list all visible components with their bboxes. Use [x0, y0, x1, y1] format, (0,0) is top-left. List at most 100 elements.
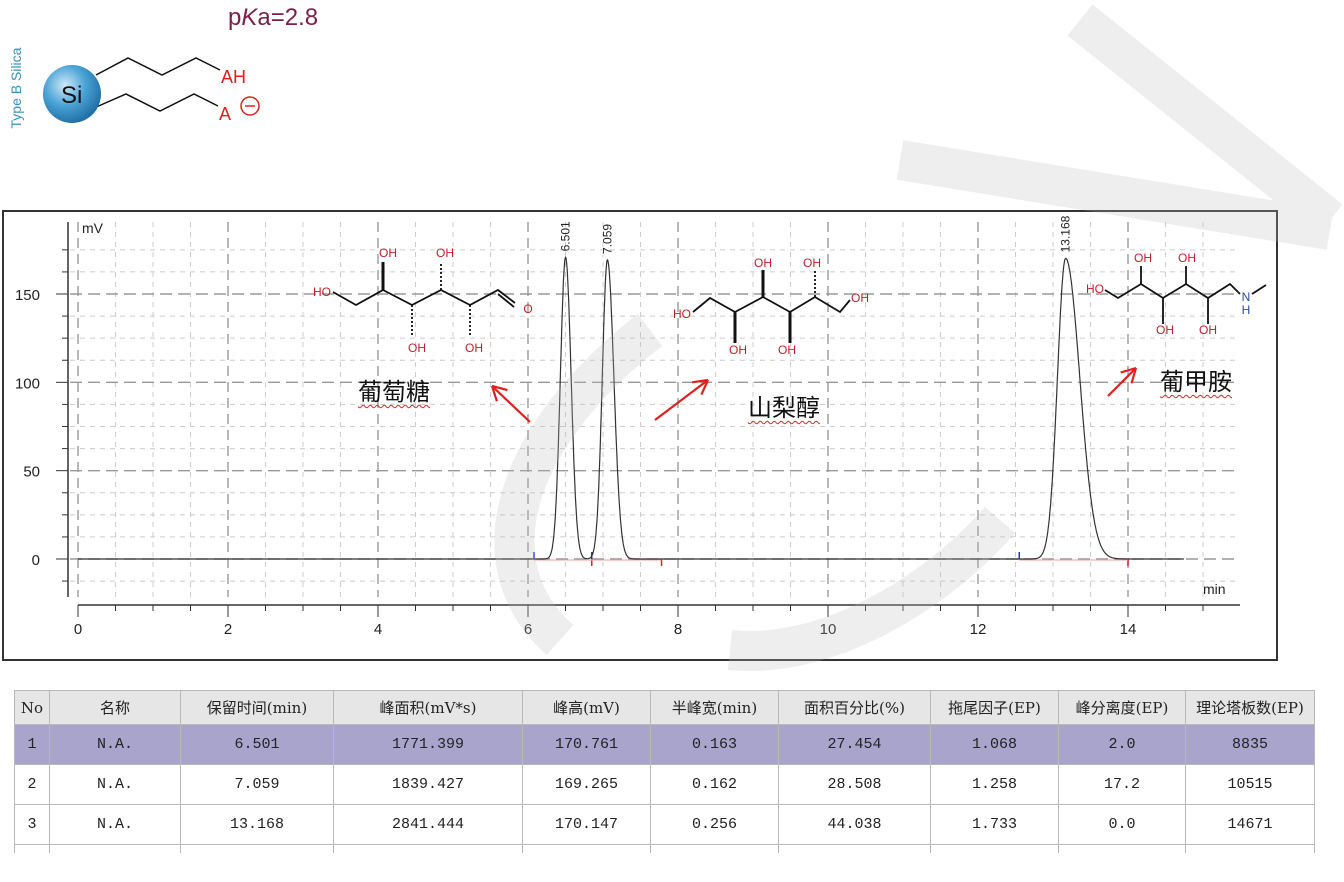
atom-label: HO [313, 285, 331, 299]
table-cell: 1 [14, 724, 50, 765]
x-tick-label: 12 [970, 621, 987, 638]
atom-label: OH [1178, 251, 1196, 265]
atom-label: OH [1156, 323, 1174, 337]
table-row[interactable]: 3 N.A. 13.168 2841.444 170.147 0.256 44.038 1.7… [14, 804, 1315, 845]
peak-label: 6.501 [559, 221, 573, 251]
atom-label: OH [465, 341, 483, 355]
table-cell: 7.059 [180, 764, 334, 805]
table-cell: N.A. [49, 804, 181, 845]
y-tick-label: 150 [15, 287, 40, 304]
x-tick-label: 14 [1120, 621, 1137, 638]
table-cell: N.A. [49, 724, 181, 765]
table-cell [333, 844, 523, 853]
table-cell [49, 844, 181, 853]
table-cell: 170.147 [522, 804, 651, 845]
column-header[interactable]: 峰分离度(EP) [1058, 690, 1186, 725]
table-cell [778, 844, 931, 853]
alkyl-chain-upper [95, 57, 221, 76]
results-table: No 名称 保留时间(min) 峰面积(mV*s) 峰高(mV) 半峰宽(min) 面积百分… [14, 690, 1315, 853]
red-arrow-icon [490, 384, 531, 423]
atom-label: OH [803, 256, 821, 270]
atom-label: OH [436, 246, 454, 260]
label-meglumine: 葡甲胺 [1160, 368, 1232, 396]
table-cell: 0.0 [1058, 804, 1186, 845]
acid-group-label: AH [221, 67, 246, 87]
table-cell [1185, 844, 1315, 853]
table-cell: 2 [14, 764, 50, 805]
table-cell: 1.068 [930, 724, 1059, 765]
red-arrow-icon [1107, 366, 1138, 397]
column-header[interactable]: 半峰宽(min) [650, 690, 779, 725]
y-tick-label: 100 [15, 375, 40, 392]
structure-sorbitol: HO OH OH OH OH OH [673, 256, 869, 357]
table-cell: 0.163 [650, 724, 779, 765]
table-row[interactable]: 2 N.A. 7.059 1839.427 169.265 0.162 28.508 1.25… [14, 764, 1315, 805]
alkyl-chain-lower [93, 93, 219, 112]
table-row[interactable]: 1 N.A. 6.501 1771.399 170.761 0.163 27.454 1.06… [14, 724, 1315, 765]
table-cell: 1.733 [930, 804, 1059, 845]
table-cell [930, 844, 1059, 853]
structure-meglumine: HO OH OH OH OH NH [1086, 251, 1267, 337]
table-cell [522, 844, 651, 853]
peak-label: 7.059 [600, 224, 614, 254]
column-header[interactable]: 名称 [49, 690, 181, 725]
column-header[interactable]: 拖尾因子(EP) [930, 690, 1059, 725]
y-axis-label: mV [82, 220, 104, 236]
atom-label: N [1242, 290, 1251, 304]
table-cell [14, 844, 50, 853]
column-header[interactable]: 理论塔板数(EP) [1185, 690, 1315, 725]
table-cell: 10515 [1185, 764, 1315, 805]
table-cell: 13.168 [180, 804, 334, 845]
negative-charge-icon [240, 96, 260, 116]
table-cell: 1771.399 [333, 724, 523, 765]
table-cell: 6.501 [180, 724, 334, 765]
x-tick-label: 8 [674, 621, 682, 638]
table-cell: 0.256 [650, 804, 779, 845]
column-header[interactable]: 峰高(mV) [522, 690, 651, 725]
chromatogram: 0 50 100 150 0 2 4 6 8 10 12 14 mV min 6.501 7.059 13.1… [15, 4, 1343, 672]
pka-label: pKa=2.8 [228, 4, 319, 31]
atom-label: OH [1134, 251, 1152, 265]
atom-label: OH [1199, 323, 1217, 337]
column-header[interactable]: 保留时间(min) [180, 690, 334, 725]
peak-label: 13.168 [1059, 215, 1073, 252]
x-tick-label: 10 [820, 621, 837, 638]
chromatogram-frame [2, 210, 1278, 661]
x-tick-label: 2 [224, 621, 232, 638]
x-tick-label: 6 [524, 621, 532, 638]
table-cell: 14671 [1185, 804, 1315, 845]
table-cell [650, 844, 779, 853]
table-cell [1058, 844, 1186, 853]
x-tick-label: 4 [374, 621, 382, 638]
table-cell: 2.0 [1058, 724, 1186, 765]
silica-sphere [43, 65, 101, 123]
watermark [494, 4, 1343, 672]
y-tick-label: 0 [32, 552, 40, 569]
silica-phase-diagram: Si AH A [43, 57, 260, 124]
table-cell: 17.2 [1058, 764, 1186, 805]
table-row-empty [14, 844, 1315, 853]
si-label: Si [61, 82, 82, 109]
label-glucose: 葡萄糖 [358, 378, 430, 406]
structure-glucose: HO OH OH OH OH O [313, 246, 533, 355]
atom-label: OH [778, 343, 796, 357]
chromatogram-trace [78, 256, 1184, 560]
label-sorbitol: 山梨醇 [748, 394, 820, 422]
table-cell: 0.162 [650, 764, 779, 805]
x-tick-label: 0 [74, 621, 82, 638]
table-cell: 3 [14, 804, 50, 845]
column-header[interactable]: 面积百分比(%) [778, 690, 931, 725]
atom-label: OH [729, 343, 747, 357]
table-cell: 28.508 [778, 764, 931, 805]
table-cell: 1.258 [930, 764, 1059, 805]
column-header[interactable]: 峰面积(mV*s) [333, 690, 523, 725]
table-cell: 2841.444 [333, 804, 523, 845]
anion-group-label: A [219, 104, 231, 124]
column-header[interactable]: No [14, 690, 50, 725]
red-arrow-icon [654, 378, 710, 421]
atom-label: OH [851, 291, 869, 305]
table-cell [180, 844, 334, 853]
table-cell: 1839.427 [333, 764, 523, 805]
atom-label: H [1242, 303, 1251, 317]
table-cell: 27.454 [778, 724, 931, 765]
